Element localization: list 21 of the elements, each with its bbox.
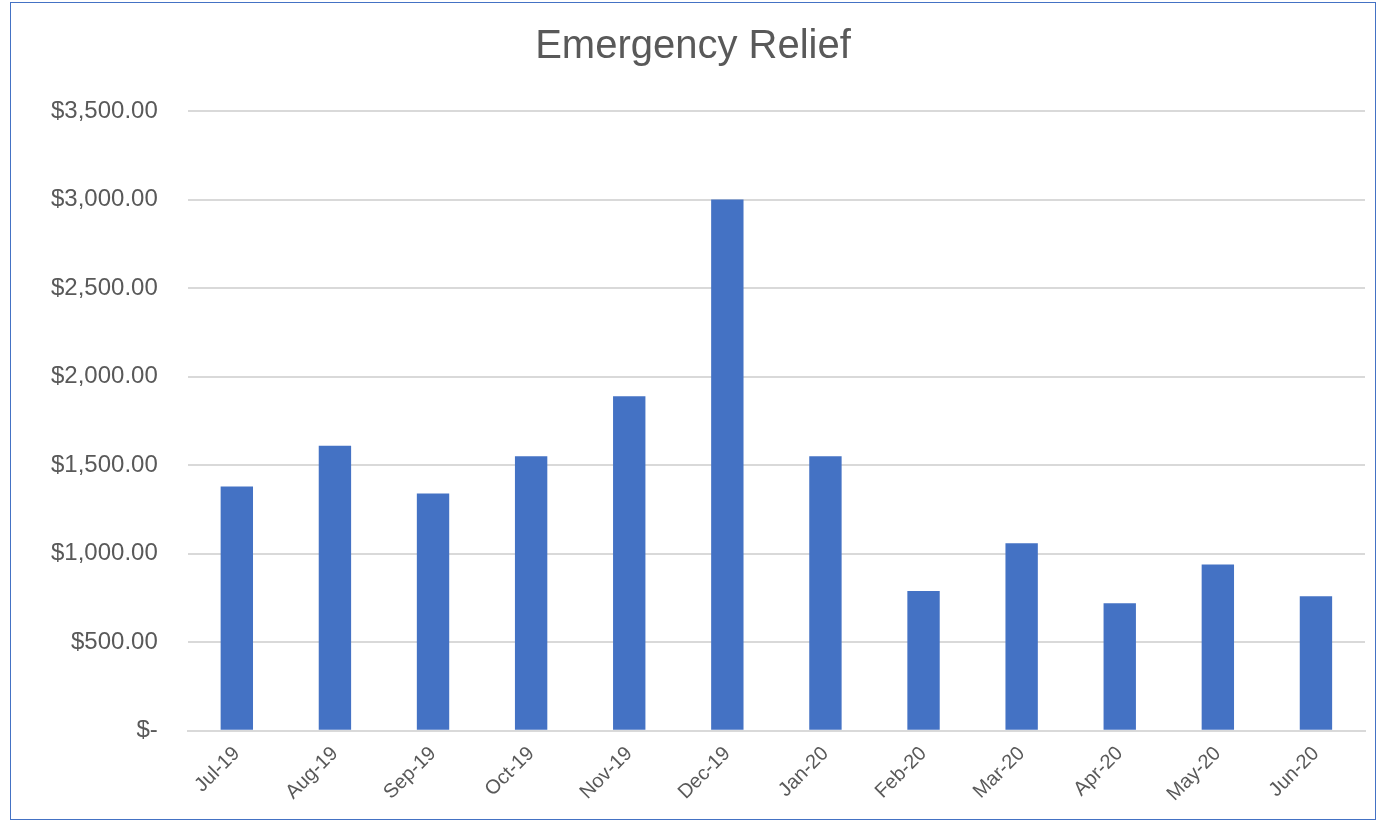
bar [220,486,254,730]
y-tick-label: $3,000.00 [50,184,158,212]
bar [907,590,940,730]
bar [613,396,646,730]
bar [318,445,352,730]
chart-title: Emergency Relief [535,22,852,67]
bar [711,199,744,730]
bar [1299,596,1333,730]
y-tick-label: $1,000.00 [50,538,158,566]
bar [416,493,450,730]
y-tick-label: $1,500.00 [50,449,158,477]
bar [1005,543,1038,730]
bar [809,456,842,730]
y-tick-label: $2,000.00 [50,361,158,389]
y-tick-label: $- [136,715,158,743]
bar [514,456,548,730]
y-tick-label: $2,500.00 [50,272,158,300]
bar [1201,564,1235,730]
y-tick-label: $3,500.00 [50,95,158,123]
bar [1103,603,1136,730]
y-tick-label: $500.00 [71,626,158,654]
